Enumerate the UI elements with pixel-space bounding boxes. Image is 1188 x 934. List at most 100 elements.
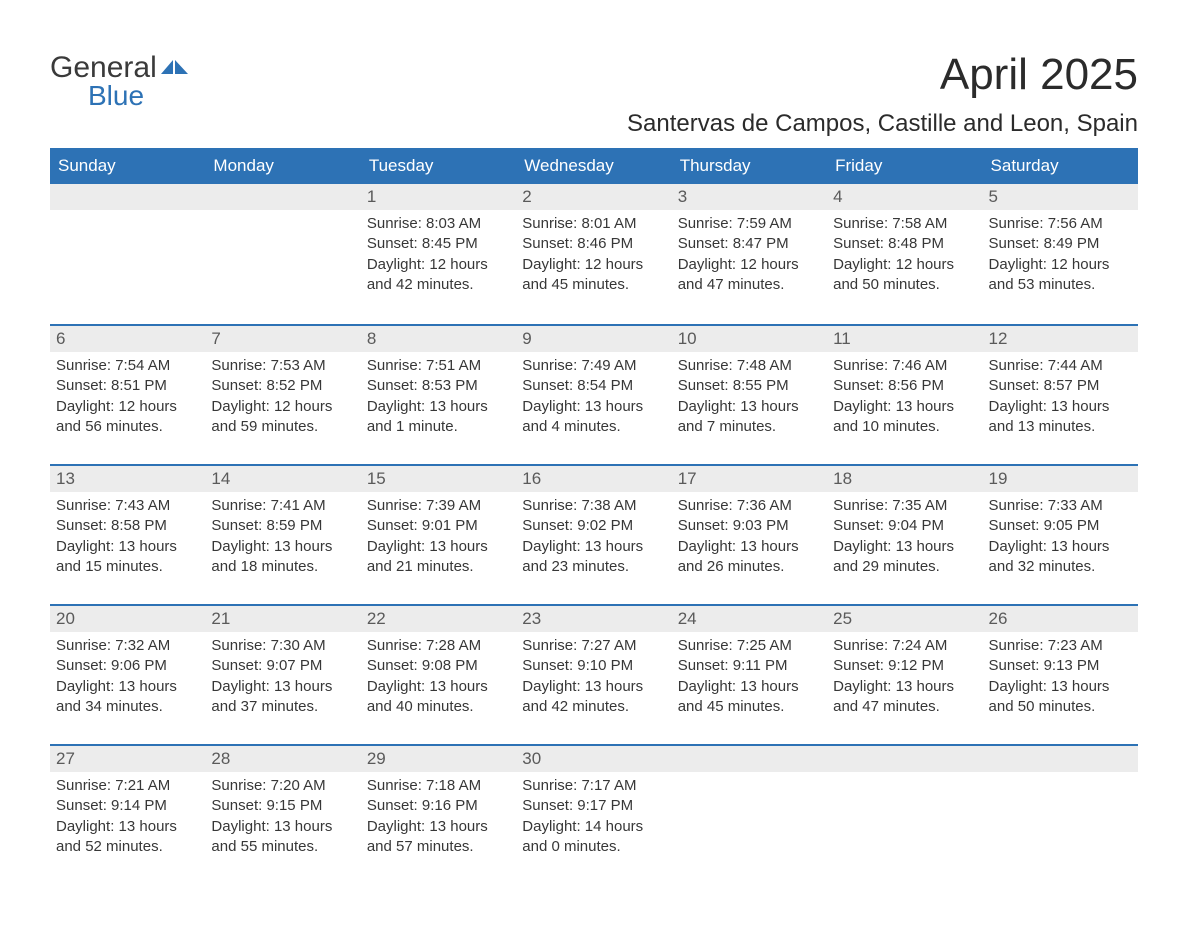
day-detail-line: and 47 minutes. — [833, 697, 976, 717]
weekday-header: Monday — [205, 148, 360, 184]
day-detail-line: Daylight: 13 hours — [989, 677, 1132, 697]
day-detail-line: Sunrise: 7:53 AM — [211, 356, 354, 376]
day-detail-line: Sunset: 9:14 PM — [56, 796, 199, 816]
day-detail-line: Sunset: 8:49 PM — [989, 234, 1132, 254]
day-details: Sunrise: 7:25 AMSunset: 9:11 PMDaylight:… — [672, 632, 827, 729]
day-detail-line: Sunset: 9:01 PM — [367, 516, 510, 536]
day-details: Sunrise: 7:28 AMSunset: 9:08 PMDaylight:… — [361, 632, 516, 729]
day-detail-line: Daylight: 13 hours — [678, 537, 821, 557]
day-details: Sunrise: 7:41 AMSunset: 8:59 PMDaylight:… — [205, 492, 360, 589]
calendar-day: 14Sunrise: 7:41 AMSunset: 8:59 PMDayligh… — [205, 466, 360, 604]
day-details: Sunrise: 7:59 AMSunset: 8:47 PMDaylight:… — [672, 210, 827, 307]
day-detail-line: Sunrise: 7:30 AM — [211, 636, 354, 656]
day-detail-line: Daylight: 13 hours — [522, 677, 665, 697]
calendar: Sunday Monday Tuesday Wednesday Thursday… — [50, 148, 1138, 884]
day-number: 6 — [50, 326, 205, 352]
day-details: Sunrise: 7:36 AMSunset: 9:03 PMDaylight:… — [672, 492, 827, 589]
day-details: Sunrise: 7:44 AMSunset: 8:57 PMDaylight:… — [983, 352, 1138, 449]
day-detail-line: Sunrise: 7:24 AM — [833, 636, 976, 656]
day-detail-line: Sunset: 8:45 PM — [367, 234, 510, 254]
day-details: Sunrise: 8:01 AMSunset: 8:46 PMDaylight:… — [516, 210, 671, 307]
day-detail-line: Daylight: 12 hours — [678, 255, 821, 275]
day-details: Sunrise: 7:38 AMSunset: 9:02 PMDaylight:… — [516, 492, 671, 589]
day-number — [50, 184, 205, 210]
day-detail-line: Daylight: 13 hours — [833, 677, 976, 697]
day-detail-line: and 0 minutes. — [522, 837, 665, 857]
day-detail-line: and 26 minutes. — [678, 557, 821, 577]
day-detail-line: and 15 minutes. — [56, 557, 199, 577]
day-number: 22 — [361, 606, 516, 632]
calendar-day — [983, 746, 1138, 884]
day-detail-line: Daylight: 13 hours — [989, 537, 1132, 557]
day-detail-line: Sunrise: 7:35 AM — [833, 496, 976, 516]
day-number: 14 — [205, 466, 360, 492]
day-number: 7 — [205, 326, 360, 352]
day-number: 29 — [361, 746, 516, 772]
calendar-week: 20Sunrise: 7:32 AMSunset: 9:06 PMDayligh… — [50, 604, 1138, 744]
calendar-day: 2Sunrise: 8:01 AMSunset: 8:46 PMDaylight… — [516, 184, 671, 324]
day-detail-line: Sunrise: 8:03 AM — [367, 214, 510, 234]
day-details: Sunrise: 7:54 AMSunset: 8:51 PMDaylight:… — [50, 352, 205, 449]
calendar-week: 6Sunrise: 7:54 AMSunset: 8:51 PMDaylight… — [50, 324, 1138, 464]
day-detail-line: Sunset: 9:03 PM — [678, 516, 821, 536]
calendar-day — [827, 746, 982, 884]
day-detail-line: Daylight: 13 hours — [678, 677, 821, 697]
day-details: Sunrise: 7:30 AMSunset: 9:07 PMDaylight:… — [205, 632, 360, 729]
day-detail-line: and 4 minutes. — [522, 417, 665, 437]
day-detail-line: Daylight: 13 hours — [211, 677, 354, 697]
calendar-day: 4Sunrise: 7:58 AMSunset: 8:48 PMDaylight… — [827, 184, 982, 324]
day-detail-line: Sunrise: 7:27 AM — [522, 636, 665, 656]
calendar-day: 1Sunrise: 8:03 AMSunset: 8:45 PMDaylight… — [361, 184, 516, 324]
logo-flag-icon — [161, 52, 189, 86]
day-detail-line: Daylight: 13 hours — [367, 817, 510, 837]
day-detail-line: Daylight: 12 hours — [522, 255, 665, 275]
day-detail-line: and 32 minutes. — [989, 557, 1132, 577]
day-detail-line: and 10 minutes. — [833, 417, 976, 437]
day-detail-line: and 56 minutes. — [56, 417, 199, 437]
day-number: 16 — [516, 466, 671, 492]
day-detail-line: Sunrise: 7:56 AM — [989, 214, 1132, 234]
day-number — [827, 746, 982, 772]
calendar-day: 20Sunrise: 7:32 AMSunset: 9:06 PMDayligh… — [50, 606, 205, 744]
day-details: Sunrise: 7:35 AMSunset: 9:04 PMDaylight:… — [827, 492, 982, 589]
day-detail-line: Sunset: 8:52 PM — [211, 376, 354, 396]
calendar-day — [672, 746, 827, 884]
day-detail-line: Sunset: 9:05 PM — [989, 516, 1132, 536]
day-number: 28 — [205, 746, 360, 772]
calendar-day: 18Sunrise: 7:35 AMSunset: 9:04 PMDayligh… — [827, 466, 982, 604]
day-detail-line: and 40 minutes. — [367, 697, 510, 717]
day-detail-line: Sunrise: 7:21 AM — [56, 776, 199, 796]
calendar-day: 24Sunrise: 7:25 AMSunset: 9:11 PMDayligh… — [672, 606, 827, 744]
weekday-header: Tuesday — [361, 148, 516, 184]
calendar-day — [50, 184, 205, 324]
day-detail-line: Daylight: 13 hours — [211, 817, 354, 837]
calendar-day: 23Sunrise: 7:27 AMSunset: 9:10 PMDayligh… — [516, 606, 671, 744]
calendar-day: 16Sunrise: 7:38 AMSunset: 9:02 PMDayligh… — [516, 466, 671, 604]
day-detail-line: Sunrise: 7:20 AM — [211, 776, 354, 796]
day-detail-line: Sunrise: 7:18 AM — [367, 776, 510, 796]
day-details: Sunrise: 7:53 AMSunset: 8:52 PMDaylight:… — [205, 352, 360, 449]
day-number: 10 — [672, 326, 827, 352]
calendar-week: 1Sunrise: 8:03 AMSunset: 8:45 PMDaylight… — [50, 184, 1138, 324]
day-detail-line: Daylight: 13 hours — [56, 677, 199, 697]
day-number: 18 — [827, 466, 982, 492]
day-details: Sunrise: 7:48 AMSunset: 8:55 PMDaylight:… — [672, 352, 827, 449]
day-detail-line: Sunset: 9:12 PM — [833, 656, 976, 676]
calendar-day: 6Sunrise: 7:54 AMSunset: 8:51 PMDaylight… — [50, 326, 205, 464]
calendar-day: 26Sunrise: 7:23 AMSunset: 9:13 PMDayligh… — [983, 606, 1138, 744]
day-detail-line: Sunset: 8:48 PM — [833, 234, 976, 254]
day-number: 17 — [672, 466, 827, 492]
day-detail-line: and 34 minutes. — [56, 697, 199, 717]
calendar-day — [205, 184, 360, 324]
day-number: 26 — [983, 606, 1138, 632]
day-details: Sunrise: 7:51 AMSunset: 8:53 PMDaylight:… — [361, 352, 516, 449]
day-number: 8 — [361, 326, 516, 352]
day-detail-line: and 57 minutes. — [367, 837, 510, 857]
calendar-day: 17Sunrise: 7:36 AMSunset: 9:03 PMDayligh… — [672, 466, 827, 604]
day-detail-line: Sunrise: 7:38 AM — [522, 496, 665, 516]
calendar-day: 12Sunrise: 7:44 AMSunset: 8:57 PMDayligh… — [983, 326, 1138, 464]
day-detail-line: Sunrise: 7:49 AM — [522, 356, 665, 376]
day-detail-line: Sunrise: 7:54 AM — [56, 356, 199, 376]
weekday-header-row: Sunday Monday Tuesday Wednesday Thursday… — [50, 148, 1138, 184]
day-detail-line: Sunset: 9:10 PM — [522, 656, 665, 676]
